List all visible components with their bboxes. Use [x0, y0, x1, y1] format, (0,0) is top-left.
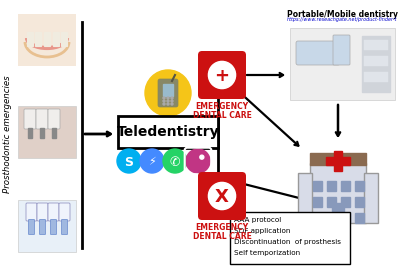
Circle shape: [167, 100, 169, 102]
Bar: [334, 151, 342, 171]
Bar: [364, 56, 388, 66]
Bar: [341, 197, 350, 207]
Bar: [327, 197, 336, 207]
FancyBboxPatch shape: [198, 51, 246, 99]
FancyBboxPatch shape: [290, 28, 395, 100]
FancyBboxPatch shape: [198, 172, 246, 220]
Bar: [355, 213, 364, 223]
Text: ✆: ✆: [170, 155, 180, 168]
FancyBboxPatch shape: [333, 35, 350, 65]
FancyBboxPatch shape: [364, 173, 378, 223]
FancyBboxPatch shape: [18, 14, 76, 66]
FancyBboxPatch shape: [296, 41, 340, 65]
Text: EMERGENCY: EMERGENCY: [196, 223, 248, 232]
Bar: [364, 72, 388, 82]
Bar: [364, 40, 388, 50]
FancyBboxPatch shape: [158, 79, 178, 107]
FancyBboxPatch shape: [62, 220, 68, 235]
Circle shape: [200, 155, 204, 159]
Circle shape: [171, 100, 173, 102]
Circle shape: [171, 97, 173, 99]
Bar: [362, 36, 390, 92]
Bar: [355, 181, 364, 191]
Text: Discontinuation  of prosthesis: Discontinuation of prosthesis: [234, 239, 341, 245]
Circle shape: [208, 61, 236, 89]
FancyBboxPatch shape: [18, 200, 76, 252]
FancyBboxPatch shape: [118, 116, 218, 148]
Circle shape: [163, 97, 165, 99]
FancyBboxPatch shape: [230, 212, 350, 264]
Bar: [28, 128, 32, 138]
Text: SDF application: SDF application: [234, 228, 290, 234]
Circle shape: [163, 103, 165, 105]
Bar: [341, 213, 350, 223]
Circle shape: [145, 70, 191, 116]
FancyBboxPatch shape: [48, 109, 60, 129]
Bar: [313, 181, 322, 191]
Bar: [44, 32, 50, 46]
Text: Self temporization: Self temporization: [234, 250, 300, 256]
FancyBboxPatch shape: [50, 220, 56, 235]
Bar: [52, 128, 56, 138]
Bar: [327, 181, 336, 191]
FancyBboxPatch shape: [18, 106, 76, 158]
FancyBboxPatch shape: [26, 203, 37, 221]
Circle shape: [171, 103, 173, 105]
Bar: [332, 203, 344, 223]
Circle shape: [167, 103, 169, 105]
Text: +: +: [214, 67, 230, 85]
Bar: [310, 153, 366, 165]
Text: Portable/Mobile dentistry: Portable/Mobile dentistry: [287, 10, 398, 19]
Bar: [313, 213, 322, 223]
Bar: [313, 197, 322, 207]
Bar: [35, 32, 41, 46]
Text: DENTAL CARE: DENTAL CARE: [192, 232, 252, 241]
Bar: [341, 181, 350, 191]
Circle shape: [167, 97, 169, 99]
Circle shape: [163, 100, 165, 102]
Bar: [327, 213, 336, 223]
Circle shape: [186, 149, 210, 173]
FancyBboxPatch shape: [37, 203, 48, 221]
Bar: [163, 84, 173, 96]
FancyBboxPatch shape: [298, 173, 312, 223]
Text: AAA protocol: AAA protocol: [234, 217, 281, 223]
Circle shape: [208, 182, 236, 210]
FancyBboxPatch shape: [48, 203, 59, 221]
Text: ⚡: ⚡: [148, 157, 156, 167]
FancyBboxPatch shape: [59, 203, 70, 221]
Circle shape: [163, 149, 187, 173]
Text: EMERGENCY: EMERGENCY: [196, 102, 248, 111]
Bar: [326, 157, 350, 165]
FancyBboxPatch shape: [24, 109, 36, 129]
Text: Teledentistry: Teledentistry: [117, 125, 219, 139]
FancyBboxPatch shape: [40, 220, 46, 235]
Bar: [40, 128, 44, 138]
Text: X: X: [215, 188, 229, 206]
Text: https://www.reseachgate.net/product-finder-t: https://www.reseachgate.net/product-find…: [287, 17, 398, 22]
Bar: [53, 32, 59, 46]
Bar: [27, 32, 33, 46]
FancyBboxPatch shape: [28, 220, 34, 235]
Bar: [61, 32, 67, 46]
Text: DENTAL CARE: DENTAL CARE: [192, 111, 252, 120]
FancyBboxPatch shape: [310, 163, 366, 223]
Text: S: S: [124, 155, 134, 168]
Circle shape: [140, 149, 164, 173]
Bar: [355, 197, 364, 207]
Text: Prosthodontic emergencies: Prosthodontic emergencies: [4, 75, 12, 193]
Circle shape: [117, 149, 141, 173]
FancyBboxPatch shape: [36, 109, 48, 129]
